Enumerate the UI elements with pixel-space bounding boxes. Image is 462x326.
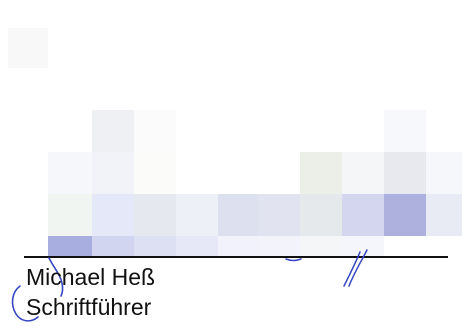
redacted-tile — [258, 194, 300, 236]
redacted-tile — [8, 28, 48, 68]
redacted-tile — [218, 194, 258, 236]
redacted-tile — [300, 194, 342, 236]
redacted-tile — [384, 194, 426, 236]
redacted-tile — [134, 236, 176, 256]
signer-name: Michael Heß — [26, 264, 156, 290]
redacted-tile — [384, 152, 426, 194]
redacted-tile — [92, 152, 134, 194]
redacted-tile — [48, 152, 92, 194]
redacted-tile — [134, 152, 176, 194]
signature-stroke — [343, 251, 361, 287]
redacted-tile — [48, 236, 92, 256]
redacted-tile — [48, 194, 92, 236]
redacted-tile — [342, 194, 384, 236]
signature-stroke — [48, 257, 64, 297]
redacted-tile — [300, 152, 342, 194]
redacted-tile — [384, 110, 426, 152]
redacted-tile — [134, 194, 176, 236]
redacted-tile — [426, 152, 462, 194]
signature-line — [24, 256, 448, 258]
redacted-tile — [92, 110, 134, 152]
redacted-tile — [300, 236, 342, 256]
signature-stroke — [11, 285, 39, 322]
redacted-tile — [218, 236, 258, 256]
redacted-tile — [342, 152, 384, 194]
redacted-tile — [92, 194, 134, 236]
redacted-tile — [176, 194, 218, 236]
signer-title: Schriftführer — [26, 294, 152, 320]
redacted-tile — [342, 236, 384, 256]
signature-stroke — [348, 249, 368, 287]
redacted-tile — [426, 194, 462, 236]
redacted-tile — [134, 110, 176, 152]
redacted-tile — [258, 236, 300, 256]
redacted-tile — [92, 236, 134, 256]
signature-stroke — [285, 258, 302, 262]
redacted-tile — [176, 236, 218, 256]
